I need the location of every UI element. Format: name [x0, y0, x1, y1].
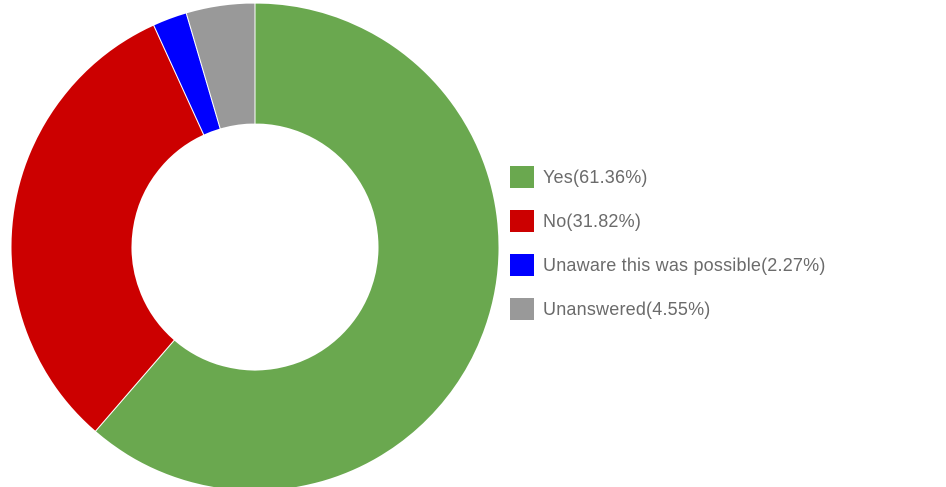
legend-item[interactable]: Yes(61.36%) [510, 166, 826, 188]
legend-swatch [510, 254, 534, 276]
legend-label: Yes(61.36%) [543, 166, 648, 187]
legend-label: Unaware this was possible(2.27%) [543, 254, 826, 275]
legend-item[interactable]: Unanswered(4.55%) [510, 298, 826, 320]
legend: Yes(61.36%) No(31.82%) Unaware this was po… [510, 166, 826, 342]
legend-swatch [510, 298, 534, 320]
legend-item[interactable]: No(31.82%) [510, 210, 826, 232]
donut-slice-0[interactable] [94, 2, 500, 487]
legend-label: No(31.82%) [543, 210, 642, 231]
legend-item[interactable]: Unaware this was possible(2.27%) [510, 254, 826, 276]
legend-label: Unanswered(4.55%) [543, 298, 711, 319]
legend-swatch [510, 210, 534, 232]
donut-slice-3[interactable] [185, 2, 256, 130]
legend-swatch [510, 166, 534, 188]
donut-slice-1[interactable] [10, 24, 205, 433]
